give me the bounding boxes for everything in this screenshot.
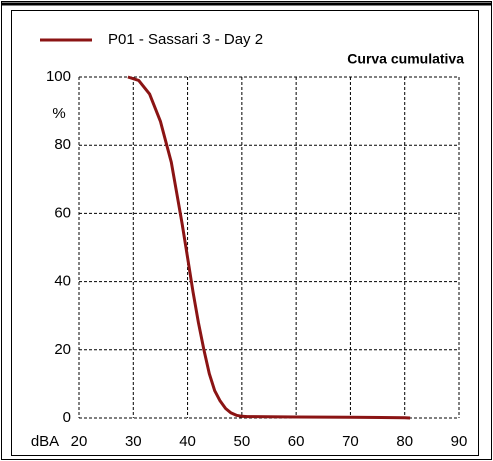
y-tick-label: 20 [54, 341, 71, 358]
y-tick-label: 80 [54, 136, 71, 153]
x-tick-label: 90 [451, 433, 468, 450]
data-line [127, 75, 411, 420]
x-tick-label: 40 [179, 433, 196, 450]
y-tick-label: 100 [46, 68, 71, 85]
chart-title: Curva cumulativa [347, 51, 464, 67]
x-tick-label: 80 [396, 433, 413, 450]
x-tick-label: 60 [288, 433, 305, 450]
y-tick-label: 60 [54, 204, 71, 221]
y-axis-label: % [52, 105, 65, 122]
x-axis-label: dBA [31, 433, 59, 450]
y-tick-label: 0 [63, 409, 71, 426]
legend-label: P01 - Sassari 3 - Day 2 [108, 31, 263, 48]
x-tick-label: 70 [342, 433, 359, 450]
x-tick-label: 30 [125, 433, 142, 450]
inner-frame [11, 10, 479, 456]
x-tick-label: 50 [234, 433, 251, 450]
y-tick-label: 40 [54, 273, 71, 290]
x-tick-label: 20 [71, 433, 88, 450]
